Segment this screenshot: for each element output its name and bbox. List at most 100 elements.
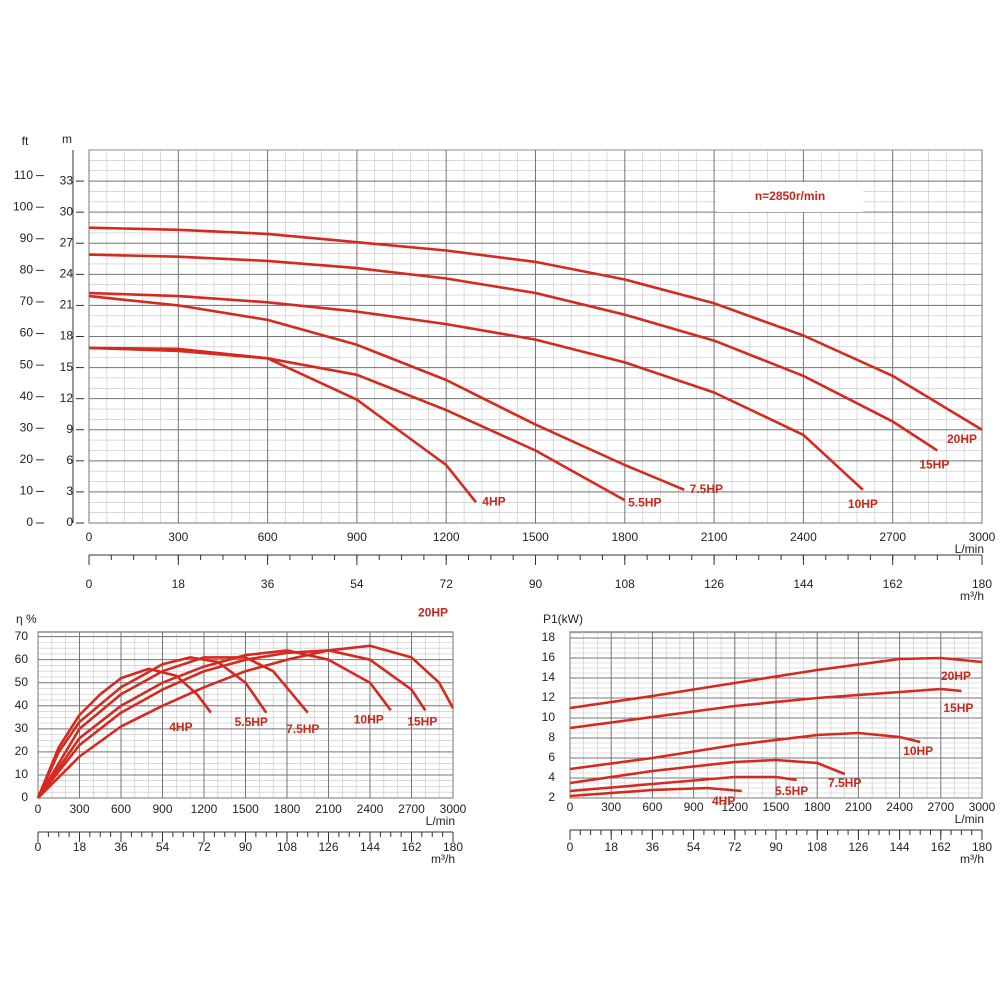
- y2-tick-label: 80: [20, 263, 34, 277]
- y2-axis-label: ft: [22, 134, 29, 148]
- x2-tick-label: 90: [769, 840, 783, 854]
- y-tick-label: 30: [15, 721, 29, 735]
- curve: [36, 667, 212, 799]
- y-tick-label: 0: [21, 790, 28, 804]
- x-tick-label: 3000: [440, 802, 467, 816]
- x2-tick-label: 162: [883, 577, 903, 591]
- x-tick-label: 2700: [398, 802, 425, 816]
- y-tick-label: 12: [542, 690, 556, 704]
- curve: [88, 253, 939, 452]
- x-tick-label: 0: [86, 530, 93, 544]
- curve-label: 7.5HP: [828, 776, 861, 790]
- x2-tick-label: 0: [35, 840, 42, 854]
- y-axis-label: m: [62, 132, 72, 146]
- y-tick-label: 18: [60, 329, 74, 343]
- x-tick-label: 900: [347, 530, 367, 544]
- annotation-box: [717, 182, 863, 212]
- curve-label: 4HP: [712, 794, 735, 808]
- x2-tick-label: 126: [318, 840, 338, 854]
- y-axis-label: P1(kW): [543, 612, 583, 626]
- y-tick-label: 10: [542, 710, 556, 724]
- x-tick-label: 2100: [845, 800, 872, 814]
- x2-tick-label: 0: [567, 840, 574, 854]
- y-tick-label: 4: [548, 770, 555, 784]
- x-tick-label: 0: [35, 802, 42, 816]
- y-tick-label: 60: [15, 652, 29, 666]
- x2-tick-label: 162: [401, 840, 421, 854]
- x2-tick-label: 144: [890, 840, 910, 854]
- curve-label: 15HP: [919, 458, 949, 472]
- curve: [36, 656, 309, 799]
- x-tick-label: 600: [642, 800, 662, 814]
- curve: [88, 226, 983, 431]
- x2-axis-label: m³/h: [960, 852, 984, 866]
- x2-tick-label: 144: [360, 840, 380, 854]
- curve: [88, 291, 864, 491]
- x-tick-label: 300: [69, 802, 89, 816]
- y2-tick-label: 110: [14, 168, 33, 182]
- x-tick-label: 2700: [927, 800, 954, 814]
- x-tick-label: 900: [152, 802, 172, 816]
- y-tick-label: 20: [15, 744, 29, 758]
- curve: [569, 687, 962, 730]
- x-axis-label: L/min: [955, 812, 984, 826]
- x2-tick-label: 18: [73, 840, 87, 854]
- y-tick-label: 12: [60, 391, 74, 405]
- x2-tick-label: 72: [197, 840, 211, 854]
- x2-tick-label: 36: [646, 840, 660, 854]
- x-tick-label: 1500: [232, 802, 259, 816]
- curve: [37, 644, 455, 799]
- x-tick-label: 0: [567, 800, 574, 814]
- curve-label: 5.5HP: [628, 495, 661, 509]
- x2-tick-label: 72: [440, 577, 454, 591]
- x-tick-label: 1800: [804, 800, 831, 814]
- x-tick-label: 300: [601, 800, 621, 814]
- x-tick-label: 1200: [721, 800, 748, 814]
- y2-tick-label: 70: [20, 294, 34, 308]
- curve: [569, 656, 983, 710]
- y2-tick-label: 90: [20, 231, 34, 245]
- chart: 0 300 600 900 1200 1500 1800 2100 2400 2700 300003…: [13, 132, 996, 603]
- chart: 0 300 600 900 1200 1500 1800 2100 2400 2700 300024…: [542, 612, 996, 866]
- x2-tick-label: 144: [793, 577, 813, 591]
- x-axis-label: L/min: [426, 814, 455, 828]
- curve: [88, 346, 626, 502]
- x-tick-label: 2400: [790, 530, 817, 544]
- curve-label: 20HP: [941, 669, 971, 683]
- curve: [36, 649, 392, 799]
- curve: [569, 758, 846, 785]
- x2-tick-label: 36: [261, 577, 275, 591]
- x2-tick-label: 18: [172, 577, 186, 591]
- curve-label: 5.5HP: [235, 715, 268, 729]
- x-tick-label: 1800: [274, 802, 301, 816]
- y2-tick-label: 100: [13, 199, 33, 213]
- x2-axis-label: m³/h: [431, 852, 455, 866]
- x2-tick-label: 162: [931, 840, 951, 854]
- x2-tick-label: 180: [972, 840, 992, 854]
- x-tick-label: 900: [684, 800, 704, 814]
- y-tick-label: 40: [15, 698, 29, 712]
- y2-tick-label: 0: [26, 515, 33, 529]
- x2-tick-label: 108: [615, 577, 635, 591]
- x-tick-label: 1500: [522, 530, 549, 544]
- curve-label: 7.5HP: [286, 722, 319, 736]
- chart: 0 300 600 900 1200 1500 1800 2100 2400 2700 300001…: [15, 605, 467, 866]
- x-tick-label: 2400: [357, 802, 384, 816]
- y2-tick-label: 60: [20, 326, 34, 340]
- x-tick-label: 1500: [763, 800, 790, 814]
- y-tick-label: 21: [60, 298, 74, 312]
- curve: [36, 649, 427, 799]
- x2-tick-label: 0: [86, 577, 93, 591]
- x2-tick-label: 180: [443, 840, 463, 854]
- x-axis-label: L/min: [955, 542, 984, 556]
- curve: [569, 731, 921, 771]
- y-tick-label: 70: [15, 629, 29, 643]
- curve-label: 10HP: [354, 713, 384, 727]
- x2-tick-label: 126: [848, 840, 868, 854]
- curve: [569, 775, 797, 793]
- x2-tick-label: 108: [807, 840, 827, 854]
- y2-tick-label: 20: [20, 452, 34, 466]
- y-tick-label: 14: [542, 670, 556, 684]
- x2-tick-label: 54: [156, 840, 170, 854]
